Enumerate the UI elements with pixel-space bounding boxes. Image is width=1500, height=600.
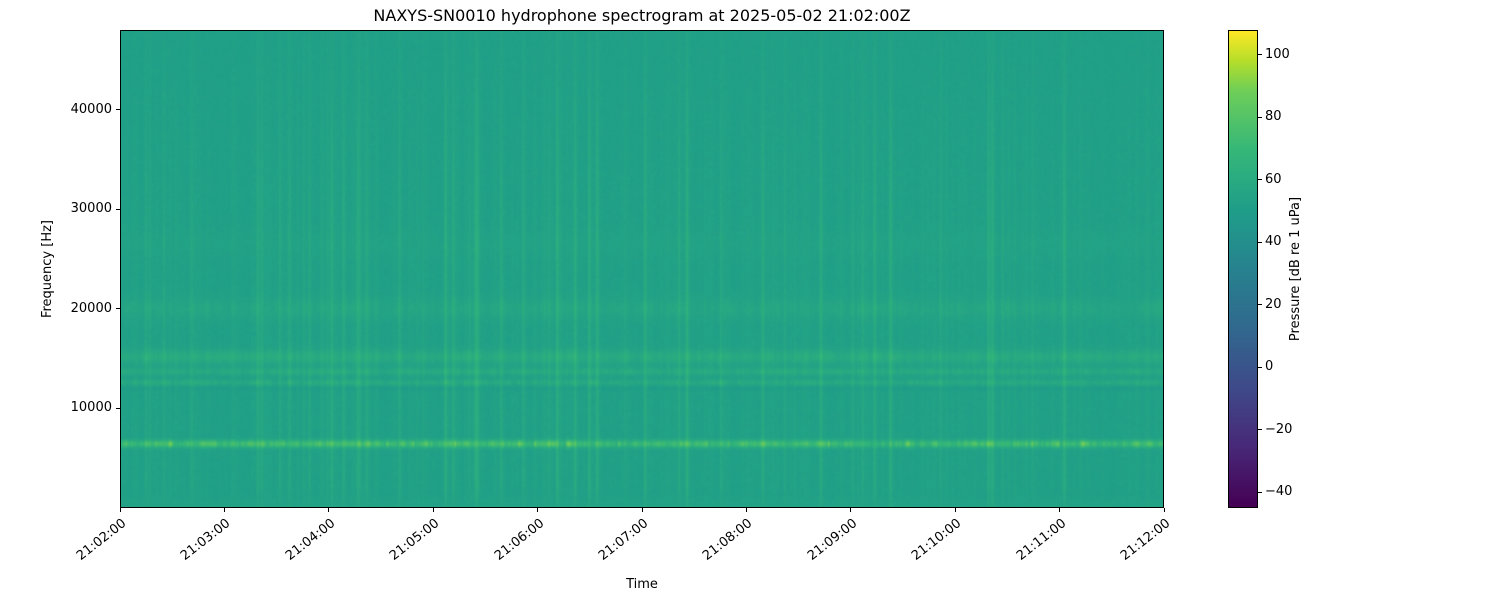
y-tick-label: 40000 [70, 101, 112, 117]
y-tick-mark [116, 308, 120, 310]
x-tick-mark [223, 508, 225, 512]
x-tick-mark [641, 508, 643, 512]
colorbar-label: Pressure [dB re 1 uPa] [1288, 196, 1303, 342]
y-tick-mark [116, 109, 120, 111]
x-tick-mark [537, 508, 539, 512]
x-tick-mark [1059, 508, 1061, 512]
colorbar-tick-label: −20 [1265, 421, 1293, 437]
colorbar-tick-mark [1258, 304, 1262, 306]
x-axis-label: Time [626, 577, 658, 592]
colorbar-tick-label: 0 [1265, 359, 1274, 375]
x-tick-mark [328, 508, 330, 512]
colorbar-tick-label: 20 [1265, 296, 1282, 312]
colorbar-tick-label: 100 [1265, 46, 1290, 62]
y-tick-mark [116, 407, 120, 409]
x-tick-mark [850, 508, 852, 512]
x-tick-mark [745, 508, 747, 512]
colorbar-tick-label: −40 [1265, 484, 1293, 500]
colorbar-tick-mark [1258, 429, 1262, 431]
colorbar [1228, 30, 1258, 508]
colorbar-gradient [1229, 31, 1257, 507]
colorbar-tick-mark [1258, 241, 1262, 243]
colorbar-tick-label: 80 [1265, 109, 1282, 125]
y-tick-label: 20000 [70, 300, 112, 316]
x-tick-mark [1163, 508, 1165, 512]
plot-title: NAXYS-SN0010 hydrophone spectrogram at 2… [373, 6, 911, 25]
colorbar-tick-mark [1258, 366, 1262, 368]
y-axis-label: Frequency [Hz] [40, 219, 55, 319]
y-tick-mark [116, 208, 120, 210]
colorbar-tick-mark [1258, 491, 1262, 493]
x-tick-mark [119, 508, 121, 512]
colorbar-tick-label: 40 [1265, 234, 1282, 250]
plot-area [120, 30, 1164, 508]
colorbar-tick-mark [1258, 116, 1262, 118]
colorbar-tick-mark [1258, 54, 1262, 56]
x-tick-mark [954, 508, 956, 512]
y-tick-label: 30000 [70, 201, 112, 217]
x-tick-mark [432, 508, 434, 512]
x-tick-label: 21:02:00 [73, 516, 130, 564]
colorbar-tick-label: 60 [1265, 171, 1282, 187]
spectrogram-canvas [121, 31, 1163, 507]
y-tick-label: 10000 [70, 400, 112, 416]
colorbar-tick-mark [1258, 179, 1262, 181]
